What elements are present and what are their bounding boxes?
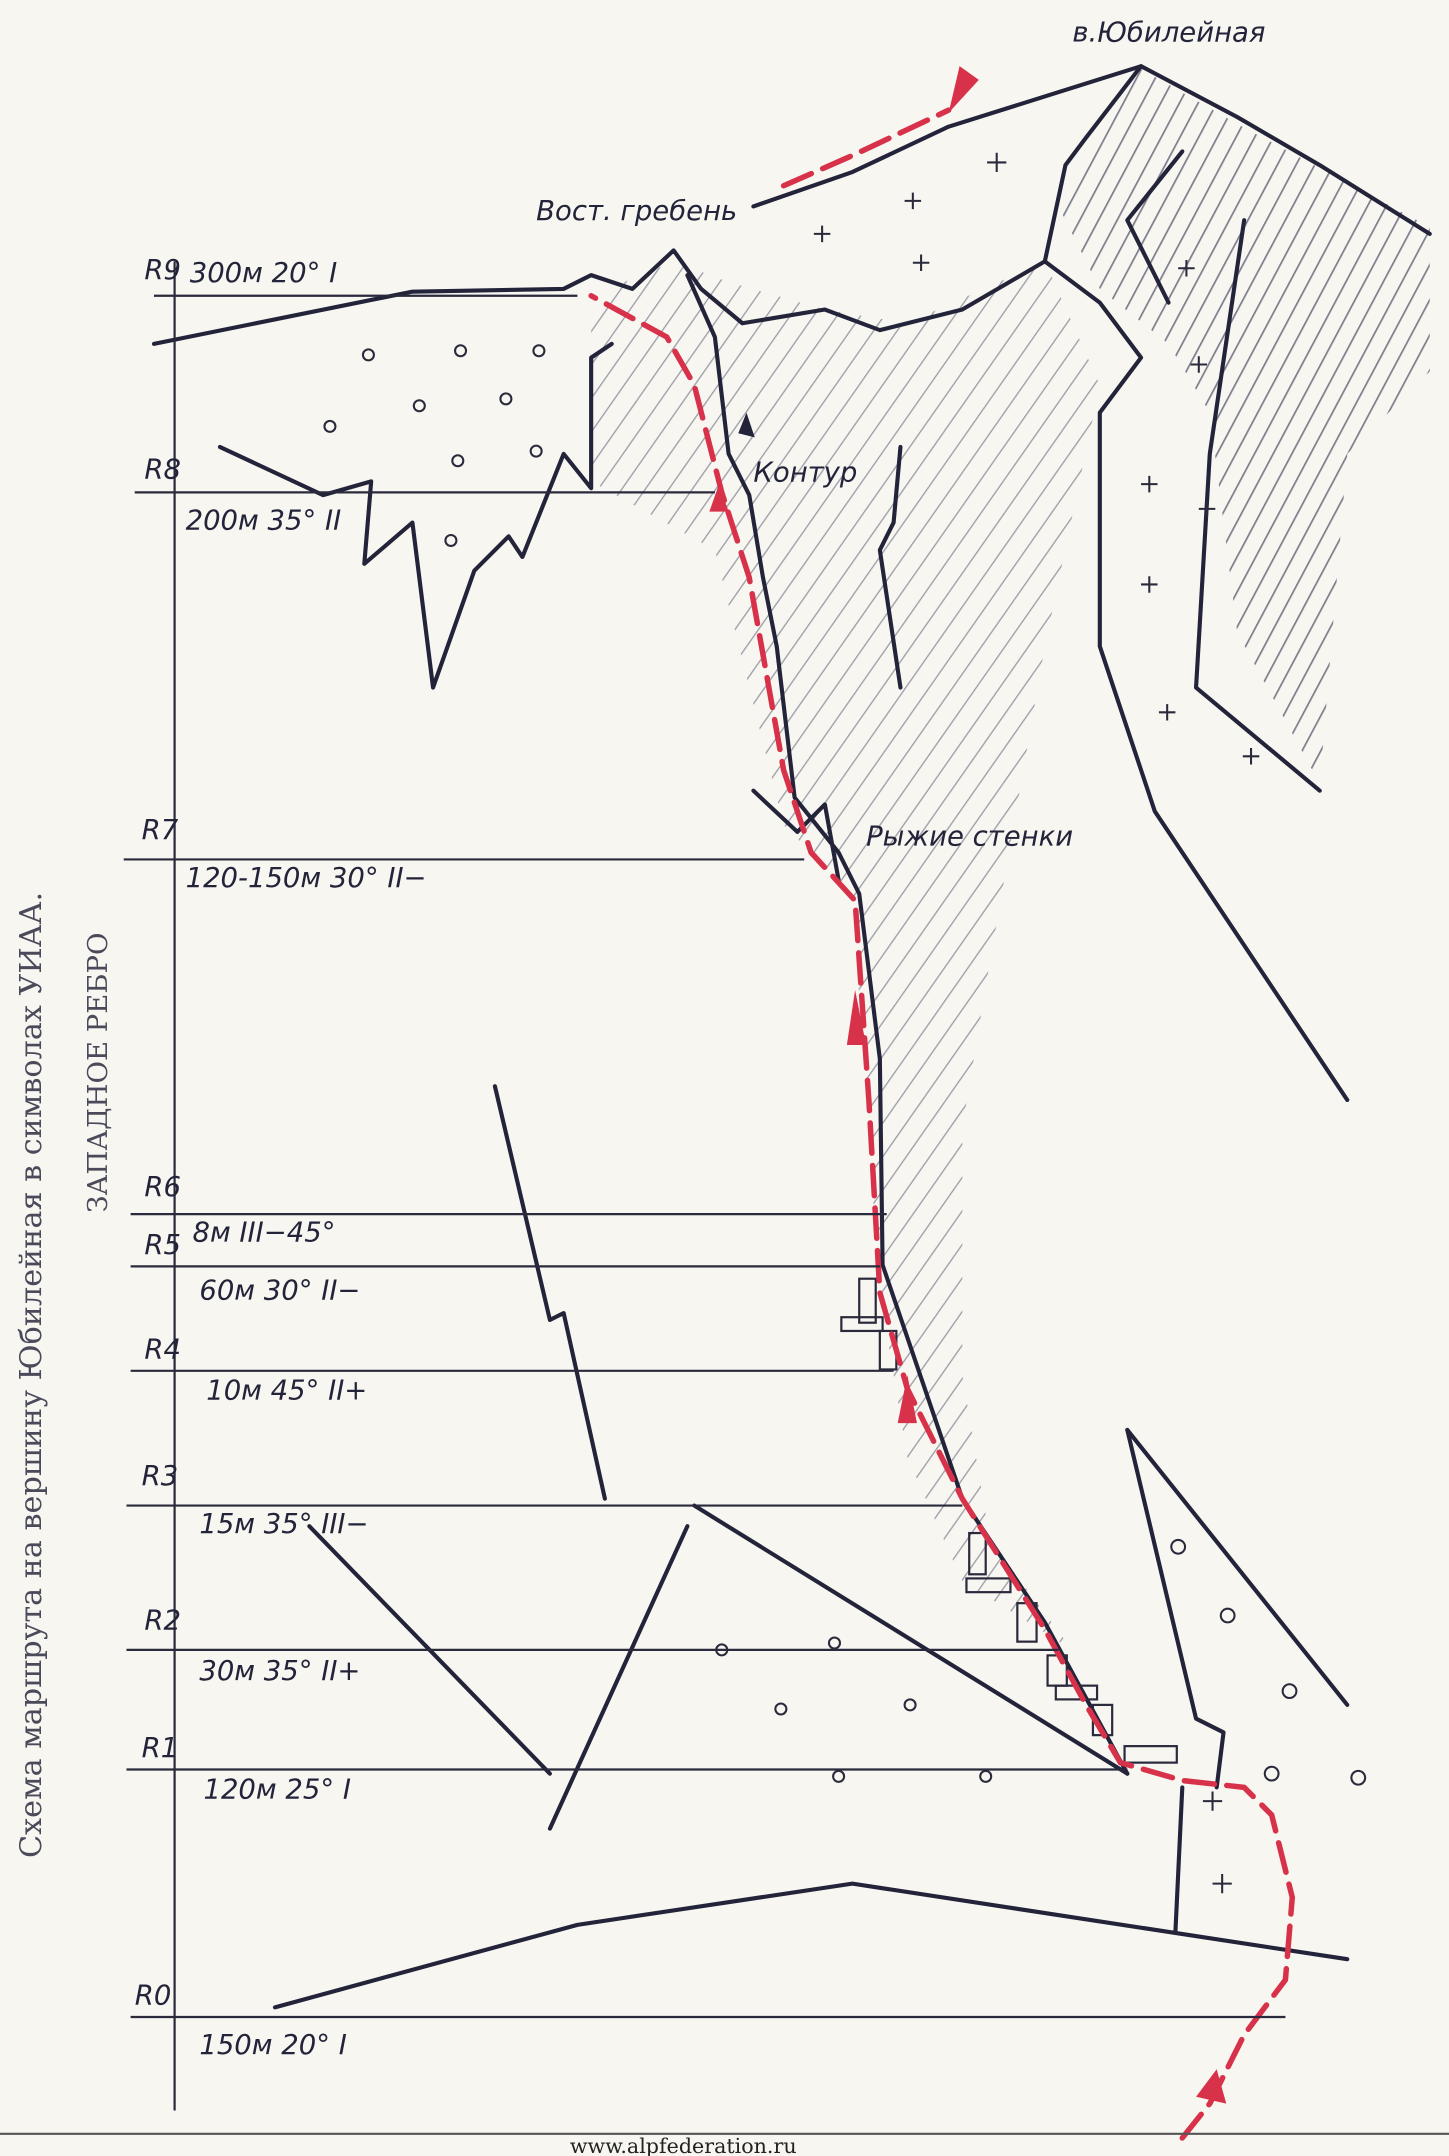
section-description: 60м 30° II−	[199, 1274, 360, 1306]
section-label: R2	[144, 1604, 181, 1636]
terrain-symbols	[323, 152, 1367, 1894]
contour-label: Контур	[753, 456, 857, 488]
section-label: R3	[142, 1460, 179, 1492]
red-walls-label: Рыжие стенки	[866, 821, 1073, 853]
subtitle: ЗАПАДНОЕ РЕБРО	[82, 932, 114, 1212]
section-label: R4	[144, 1333, 181, 1365]
section-description: 30м 35° II+	[199, 1655, 360, 1687]
ridge-label: Вост. гребень	[536, 195, 737, 227]
peak-label: в.Юбилейная	[1072, 16, 1265, 48]
rock-hatching-dark	[1058, 68, 1430, 784]
section-description: 150м 20° I	[199, 2029, 347, 2061]
title: Схема маршрута на вершину Юбилейная в си…	[14, 892, 49, 1858]
section-description: 300м 20° I	[190, 257, 338, 289]
rock-hatching	[591, 261, 1100, 1650]
section-description: 8м III−45°	[192, 1217, 335, 1249]
section-label: R0	[135, 1980, 172, 2012]
section-label: R1	[142, 1732, 179, 1764]
section-description: 10м 45° II+	[206, 1375, 367, 1407]
route	[588, 66, 1296, 2141]
footer-url: www.alpfederation.ru	[570, 2134, 797, 2156]
section-label: R8	[144, 454, 181, 486]
section-label: R5	[144, 1229, 181, 1261]
section-label: R6	[144, 1171, 181, 1203]
section-label: R7	[142, 814, 179, 846]
section-description: 200м 35° II	[186, 504, 342, 536]
section-description: 15м 35° III−	[199, 1508, 368, 1540]
section-label: R9	[144, 254, 181, 286]
section-description: 120м 25° I	[203, 1773, 351, 1805]
section-description: 120-150м 30° II−	[186, 862, 427, 894]
